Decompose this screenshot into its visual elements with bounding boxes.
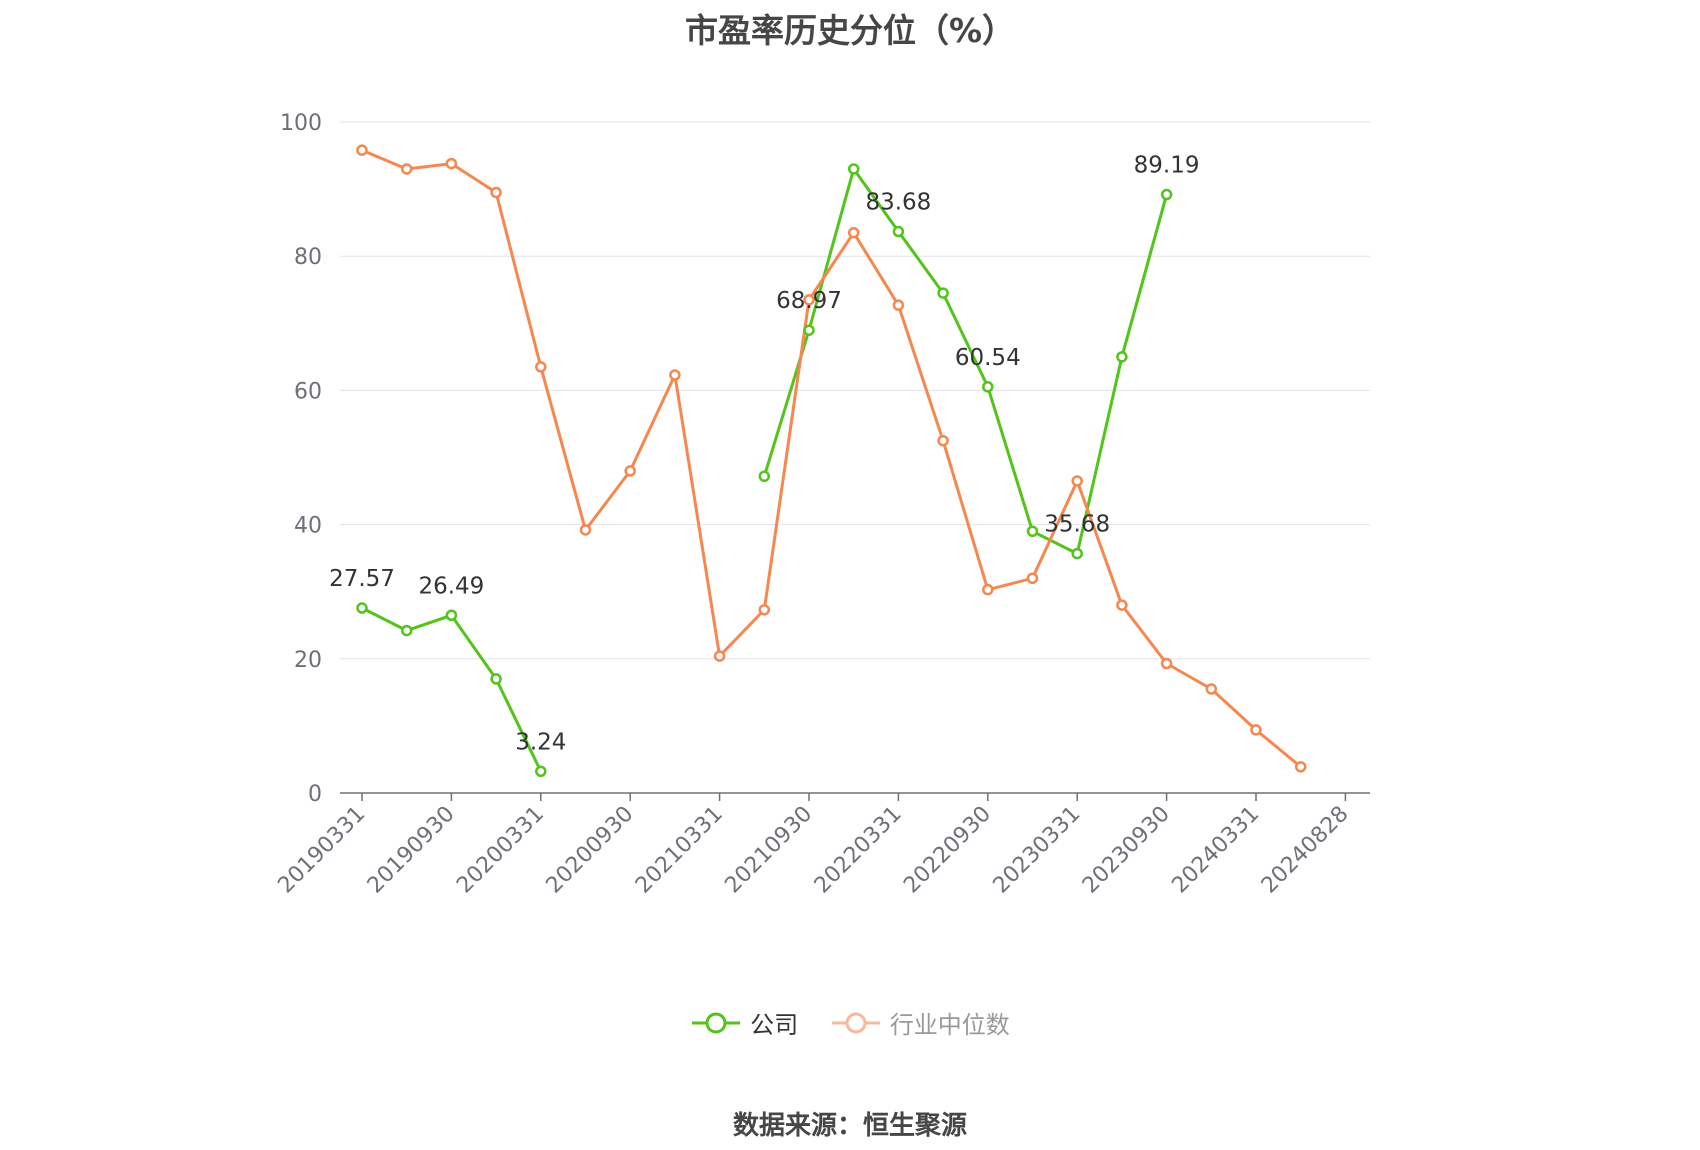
data-point-company	[937, 287, 949, 299]
data-label-company: 83.68	[865, 190, 931, 216]
data-point-industry-median	[1160, 657, 1173, 670]
data-point-industry-median	[1294, 761, 1307, 773]
legend: 公司 行业中位数	[0, 1005, 1700, 1041]
data-point-industry-median	[445, 157, 458, 170]
data-point-company	[356, 602, 368, 614]
x-tick-label: 20200331	[452, 802, 549, 899]
data-point-company	[847, 163, 860, 175]
legend-item-industry-median[interactable]: 行业中位数	[830, 1005, 1010, 1040]
y-tick-label: 40	[294, 514, 322, 539]
data-point-industry-median	[624, 465, 636, 477]
y-tick-label: 80	[294, 245, 322, 270]
data-point-industry-median	[1071, 475, 1083, 487]
data-point-industry-median	[1116, 599, 1128, 611]
x-tick-label: 20220331	[810, 802, 907, 899]
x-tick-label: 20210331	[631, 802, 728, 899]
x-tick-label: 20190331	[273, 802, 370, 899]
y-tick-label: 0	[308, 782, 322, 807]
data-point-industry-median	[356, 144, 368, 156]
x-tick-label: 20210930	[720, 802, 817, 899]
data-point-industry-median	[892, 299, 905, 311]
data-point-company	[1071, 547, 1083, 560]
data-point-industry-median	[490, 186, 502, 199]
legend-marker-industry-median	[831, 1012, 880, 1033]
data-label-company: 35.68	[1044, 512, 1110, 538]
data-point-industry-median	[758, 604, 771, 616]
data-point-industry-median	[847, 226, 860, 239]
data-point-industry-median	[400, 163, 413, 175]
data-point-industry-median	[803, 294, 815, 306]
x-tick-label: 20230930	[1078, 802, 1175, 899]
data-point-industry-median	[1205, 683, 1218, 695]
y-tick-label: 20	[294, 648, 322, 673]
data-point-company	[1026, 525, 1039, 538]
data-point-company	[1116, 351, 1128, 363]
data-point-company	[982, 381, 994, 393]
data-point-industry-median	[1250, 724, 1262, 736]
data-point-industry-median	[579, 524, 592, 536]
data-label-company: 3.24	[515, 729, 566, 755]
data-source: 数据来源：恒生聚源	[732, 1111, 967, 1141]
data-point-company	[445, 609, 458, 622]
data-point-industry-median	[669, 369, 681, 381]
data-point-company	[758, 470, 771, 483]
data-point-industry-median	[982, 583, 994, 596]
data-point-industry-median	[937, 434, 949, 447]
legend-label-industry-median: 行业中位数	[889, 1011, 1010, 1039]
data-point-company	[490, 673, 502, 685]
x-tick-label: 20240331	[1167, 802, 1264, 899]
data-point-industry-median	[535, 361, 547, 373]
x-tick-label: 20200930	[542, 802, 639, 899]
legend-label-company: 公司	[750, 1011, 799, 1039]
series-line-company	[361, 606, 543, 772]
x-tick-label: 20220930	[899, 802, 996, 899]
data-label-company: 89.19	[1134, 153, 1200, 179]
x-tick-label: 20240828	[1257, 802, 1354, 899]
series-line-industry-median	[361, 148, 1302, 768]
data-label-company: 27.57	[329, 566, 395, 592]
data-point-company	[1160, 188, 1173, 201]
legend-marker-company	[692, 1012, 741, 1033]
data-point-company	[803, 324, 815, 336]
data-point-industry-median	[1026, 572, 1039, 585]
data-label-company: 68.97	[776, 288, 842, 314]
data-point-company	[400, 624, 413, 637]
x-tick-label: 20190930	[363, 802, 460, 899]
legend-item-company[interactable]: 公司	[690, 1005, 798, 1040]
y-tick-label: 100	[280, 111, 322, 136]
chart-title: 市盈率历史分位（%）	[684, 11, 1016, 50]
data-point-industry-median	[713, 650, 726, 662]
data-label-company: 26.49	[418, 573, 484, 599]
data-label-company: 60.54	[955, 345, 1021, 371]
y-tick-label: 60	[294, 379, 322, 404]
data-point-company	[892, 225, 905, 238]
data-point-company	[535, 765, 547, 778]
x-tick-label: 20230331	[989, 802, 1086, 899]
series-line-company	[762, 167, 1169, 556]
